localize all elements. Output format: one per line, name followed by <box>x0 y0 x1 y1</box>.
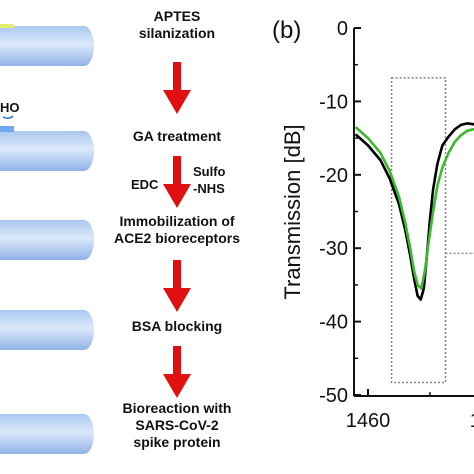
step-5-line-1: Bioreaction with <box>123 400 232 416</box>
panel-label: (b) <box>272 17 301 44</box>
series-line-1 <box>354 122 474 301</box>
substrate-tube-2: HO <box>0 100 94 171</box>
arrow-2 <box>163 156 191 208</box>
step-4-line-1: BSA blocking <box>132 318 223 334</box>
x-tick-label: 1480 <box>470 410 474 432</box>
chart-axes: 0 -10 -20 -30 -40 -50 1460 1480 <box>319 18 474 432</box>
coating-layer <box>0 126 14 132</box>
step-1-line-1: APTES <box>154 8 201 24</box>
edc-label: EDC <box>131 177 159 192</box>
fragment-label: HO <box>0 100 20 115</box>
chart-plot-area <box>354 77 474 384</box>
step-3-line-1: Immobilization of <box>119 213 234 229</box>
y-tick-label: -30 <box>319 238 348 260</box>
process-flow: APTES silanization GA treatment EDC Sulf… <box>114 8 240 450</box>
y-tick-label: 0 <box>337 18 348 40</box>
y-tick-label: -20 <box>319 165 348 187</box>
sulfo-label-line-1: Sulfo <box>193 164 226 179</box>
step-3-line-2: ACE2 bioreceptors <box>114 230 240 246</box>
arrow-4 <box>163 346 191 398</box>
step-5-line-2: SARS-CoV-2 <box>135 417 218 433</box>
y-axis-label: Transmission [dB] <box>280 124 305 299</box>
x-tick-label: 1460 <box>346 410 391 432</box>
sulfo-label-line-2: -NHS <box>193 181 225 196</box>
step-2-line-1: GA treatment <box>133 128 222 144</box>
bond-icon <box>2 115 14 120</box>
substrate-tube-4 <box>0 310 94 350</box>
substrate-tube-1 <box>0 24 94 66</box>
y-tick-label: -40 <box>319 312 348 334</box>
substrate-tube-3 <box>0 220 94 260</box>
step-1-line-2: silanization <box>139 25 215 41</box>
substrate-tube-5 <box>0 414 94 454</box>
y-tick-label: -50 <box>319 385 348 407</box>
arrow-1 <box>163 62 191 114</box>
coating-layer <box>0 24 14 28</box>
series-line-2 <box>354 126 474 290</box>
zoom-box-annotation <box>390 77 447 384</box>
step-5-line-3: spike protein <box>133 434 220 450</box>
y-tick-label: -10 <box>319 91 348 113</box>
arrow-3 <box>163 260 191 312</box>
substrate-column: HO <box>0 24 94 454</box>
chart-panel: (b) Transmission [dB] 0 -10 -20 -30 -40 -50 14… <box>272 17 474 432</box>
